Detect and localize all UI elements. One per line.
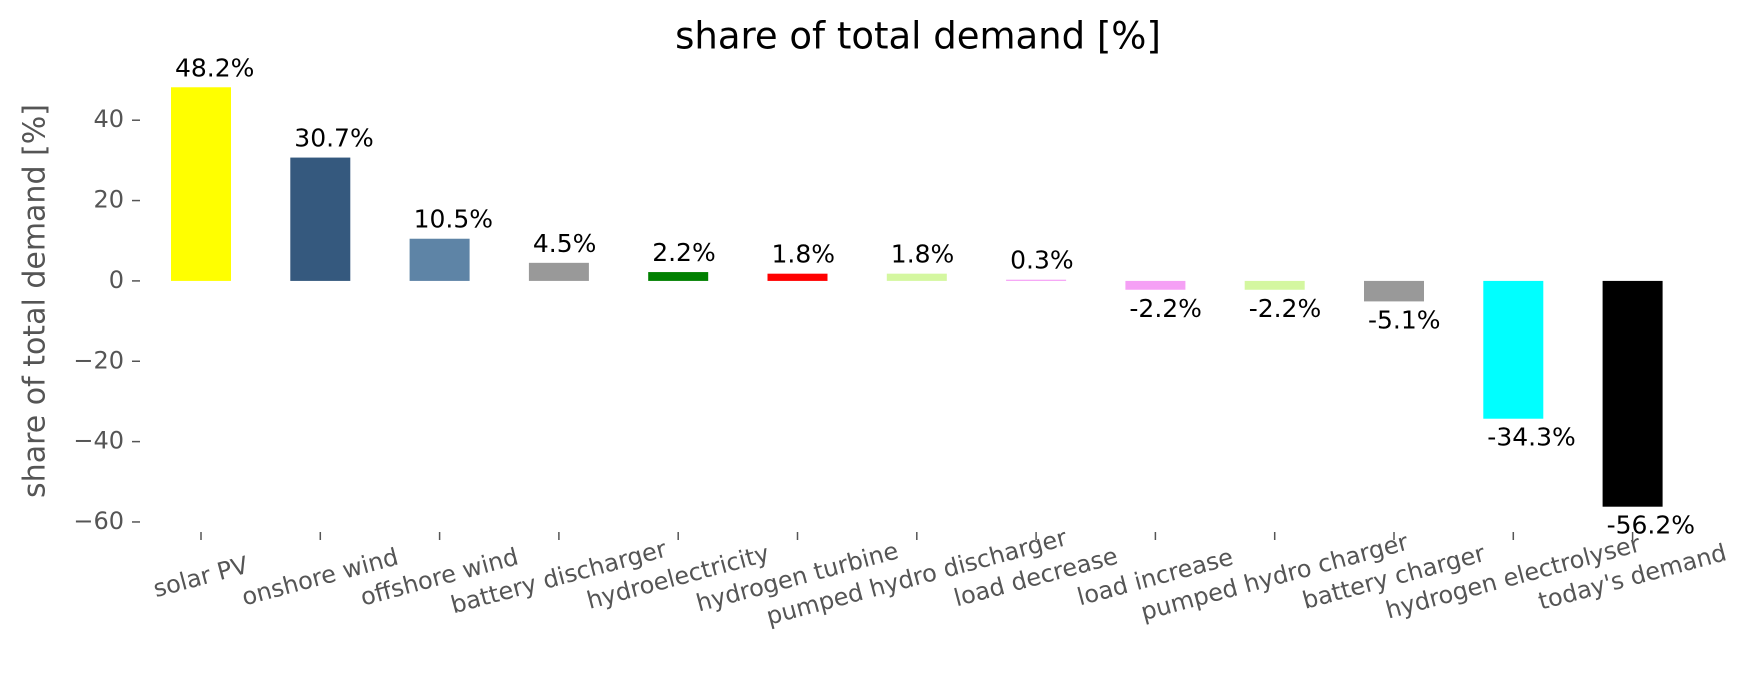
bar (886, 273, 947, 281)
value-label: 1.8% (891, 240, 955, 269)
bar (1483, 280, 1544, 419)
bar (290, 157, 351, 281)
bar (528, 262, 589, 281)
value-label: -2.2% (1249, 294, 1322, 323)
bar (767, 273, 828, 281)
y-tick-label: 0 (109, 266, 124, 294)
value-label: -56.2% (1607, 511, 1695, 540)
chart-title: share of total demand [%] (675, 15, 1161, 58)
value-label: 0.3% (1010, 246, 1074, 275)
bar (171, 87, 231, 281)
y-tick-label: −40 (73, 427, 124, 455)
value-label: -5.1% (1368, 305, 1441, 334)
bar (409, 238, 470, 281)
bar (1006, 279, 1067, 281)
value-label: 2.2% (652, 238, 716, 267)
bar (1364, 280, 1424, 302)
bar (1244, 280, 1305, 290)
value-label: -2.2% (1129, 294, 1202, 323)
bar (1602, 280, 1663, 507)
y-tick-label: −60 (73, 507, 124, 535)
y-tick-label: −20 (73, 346, 124, 374)
bar (648, 272, 709, 281)
value-label: 1.8% (772, 240, 836, 269)
value-label: 30.7% (294, 124, 373, 153)
bar (1125, 280, 1186, 290)
value-label: 48.2% (175, 53, 254, 82)
y-tick-label: 40 (93, 105, 124, 133)
x-tick-label: solar PV (150, 551, 251, 603)
value-label: 10.5% (414, 205, 493, 234)
value-label: -34.3% (1487, 423, 1575, 452)
y-axis-label: share of total demand [%] (18, 104, 53, 498)
value-label: 4.5% (533, 229, 597, 258)
y-tick-label: 20 (93, 186, 124, 214)
